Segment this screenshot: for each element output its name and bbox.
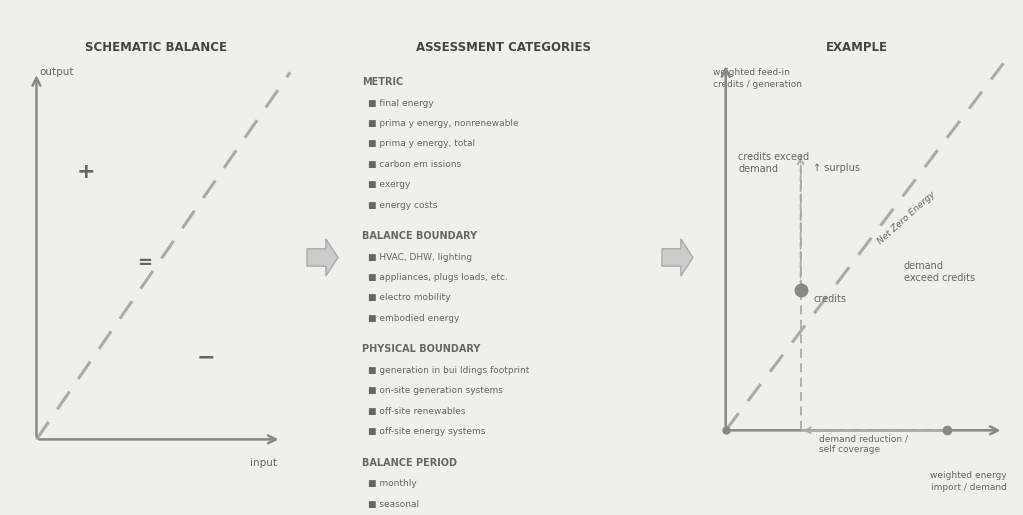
FancyArrow shape: [662, 239, 693, 276]
Text: credits exceed
demand: credits exceed demand: [739, 152, 809, 174]
Text: ↑ surplus: ↑ surplus: [813, 163, 860, 173]
Text: ■ off-site renewables: ■ off-site renewables: [368, 407, 465, 416]
Text: ■ seasonal: ■ seasonal: [368, 500, 419, 509]
FancyArrow shape: [307, 239, 338, 276]
Text: −: −: [196, 348, 215, 368]
Text: ■ electro mobility: ■ electro mobility: [368, 294, 451, 302]
Text: ■ prima y energy, total: ■ prima y energy, total: [368, 140, 475, 148]
Text: ■ carbon em issions: ■ carbon em issions: [368, 160, 461, 169]
Text: ■ off-site energy systems: ■ off-site energy systems: [368, 427, 485, 436]
Text: weighted feed-in
credits / generation: weighted feed-in credits / generation: [713, 68, 802, 89]
Text: ■ monthly: ■ monthly: [368, 479, 416, 488]
Text: ■ exergy: ■ exergy: [368, 180, 410, 189]
Text: ■ prima y energy, nonrenewable: ■ prima y energy, nonrenewable: [368, 119, 519, 128]
Text: EXAMPLE: EXAMPLE: [826, 41, 888, 54]
Text: input: input: [251, 457, 277, 468]
Text: ■ HVAC, DHW, lighting: ■ HVAC, DHW, lighting: [368, 253, 473, 262]
Text: ■ on-site generation systems: ■ on-site generation systems: [368, 386, 503, 396]
Text: ■ appliances, plugs loads, etc.: ■ appliances, plugs loads, etc.: [368, 273, 507, 282]
Text: demand reduction /
self coverage: demand reduction / self coverage: [819, 435, 908, 454]
Text: BALANCE BOUNDARY: BALANCE BOUNDARY: [362, 231, 477, 241]
Text: credits: credits: [813, 295, 846, 304]
Text: SCHEMATIC BALANCE: SCHEMATIC BALANCE: [85, 41, 227, 54]
Text: weighted energy
import / demand: weighted energy import / demand: [930, 471, 1007, 492]
Text: ASSESSMENT CATEGORIES: ASSESSMENT CATEGORIES: [416, 41, 591, 54]
Text: METRIC: METRIC: [362, 77, 403, 87]
Text: ■ generation in bui ldings footprint: ■ generation in bui ldings footprint: [368, 366, 529, 375]
Text: +: +: [77, 162, 95, 182]
Text: ■ embodied energy: ■ embodied energy: [368, 314, 459, 323]
Text: Net Zero Energy: Net Zero Energy: [876, 189, 937, 246]
Text: ■ final energy: ■ final energy: [368, 98, 434, 108]
Text: PHYSICAL BOUNDARY: PHYSICAL BOUNDARY: [362, 344, 481, 354]
Text: BALANCE PERIOD: BALANCE PERIOD: [362, 457, 457, 468]
Text: =: =: [137, 254, 151, 271]
Text: ■ energy costs: ■ energy costs: [368, 200, 438, 210]
Text: output: output: [39, 67, 74, 77]
Text: demand
exceed credits: demand exceed credits: [903, 261, 975, 283]
